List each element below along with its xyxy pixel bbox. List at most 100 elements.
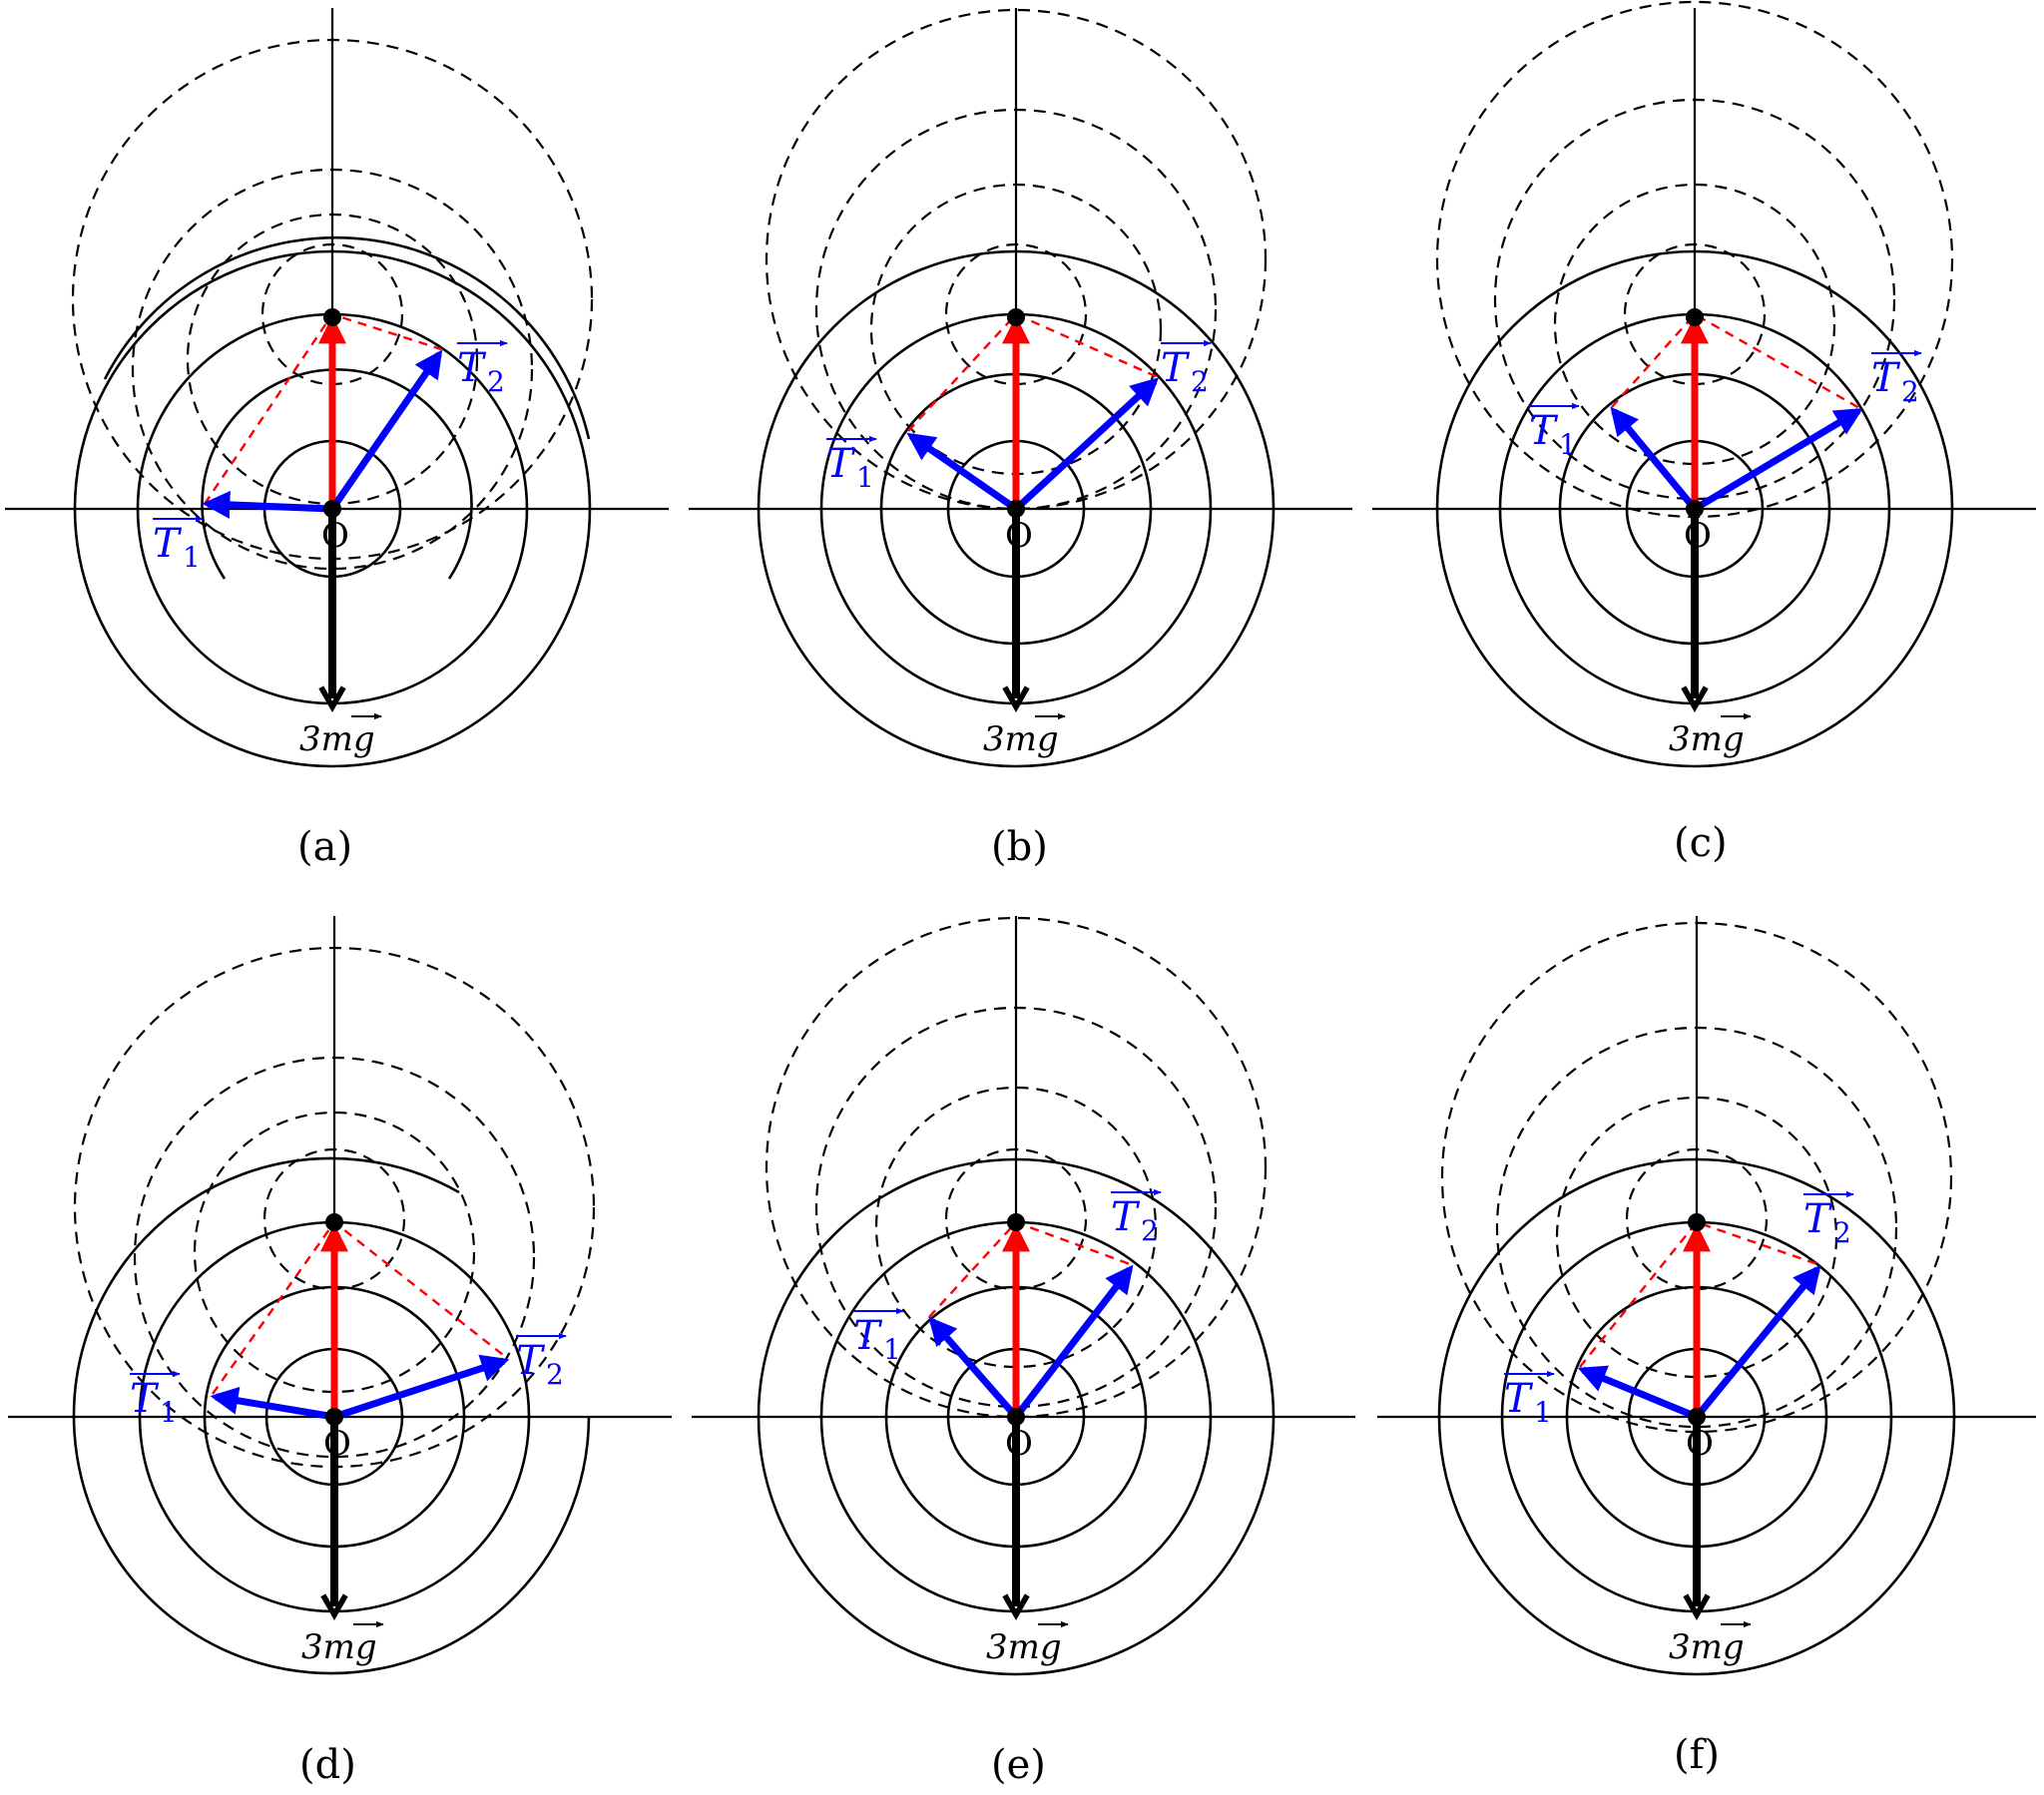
t1-label: T 1 [1504,1370,1555,1429]
t1-subscript: 1 [183,541,201,574]
tension-vector-t2 [1013,1264,1134,1420]
tension-vector-t1 [928,1316,1019,1420]
t2-subscript: 2 [1901,375,1919,408]
origin-label: O [321,516,349,556]
origin-point [325,1408,343,1426]
solid-circle [73,249,592,768]
origin-label: O [323,1424,351,1464]
mass-point [323,308,341,326]
weight-label: 3mg [983,719,1059,759]
panel-d-vectors [210,1213,510,1621]
panel-d: O 3mg T 1 T 2 (d) [8,916,672,1788]
tension-vector-t2 [1693,407,1863,513]
solid-circle [757,1157,1276,1676]
t1-symbol: T [130,1376,160,1422]
origin-point [1007,1408,1025,1426]
t1-symbol: T [1529,408,1559,454]
t2-label: T 2 [457,339,508,398]
solid-arc [72,1156,591,1675]
t2-symbol: T [1161,345,1191,391]
t1-symbol: T [853,1313,883,1359]
origin-label: O [1686,1424,1714,1464]
t2-subscript: 2 [1833,1216,1851,1249]
t2-subscript: 2 [487,365,505,398]
t2-subscript: 2 [546,1358,564,1391]
dashed-circle [133,1056,536,1459]
panel-a-geometry [5,8,669,768]
tension-vector-t2 [1013,377,1160,512]
panel-f: O 3mg T 1 T 2 (f) [1377,916,2036,1778]
t1-subscript: 1 [1559,428,1577,461]
t2-label: T 2 [516,1332,567,1391]
origin-point [1686,500,1704,518]
t2-symbol: T [1803,1196,1833,1242]
panel-a-vectors [202,308,443,713]
weight-label: 3mg [301,1627,377,1667]
panel-label: (d) [299,1742,356,1788]
tension-vector-t1 [1610,406,1698,512]
tension-vector-t1 [1577,1365,1699,1421]
t1-subscript: 1 [1534,1396,1552,1429]
panel-f-vectors [1577,1213,1821,1621]
tension-vector-t2 [329,349,443,511]
t1-subscript: 1 [856,461,874,494]
tension-vector-t2 [1694,1264,1821,1420]
panel-b-vectors [906,308,1160,713]
panel-label: (c) [1674,820,1728,866]
solid-circle [757,249,1276,768]
panel-label: (e) [991,1742,1046,1788]
solid-circle [1437,1157,1956,1676]
panel-c-geometry [1372,0,2036,768]
panel-label: (f) [1674,1732,1720,1778]
t1-subscript: 1 [160,1396,178,1429]
t2-symbol: T [457,345,487,391]
panel-label: (b) [991,824,1048,870]
t2-symbol: T [1871,355,1901,401]
solid-arc [103,235,591,440]
mass-point [1688,1213,1706,1231]
panel-c-vectors [1610,308,1863,713]
t2-label: T 2 [1871,349,1922,408]
t2-subscript: 2 [1191,365,1209,398]
origin-point [1007,500,1025,518]
dashed-circle [131,168,534,571]
dashed-circle [1553,183,1836,466]
weight-label: 3mg [1669,719,1745,759]
parallelogram-line [907,312,1159,432]
solid-circle [1435,249,1954,768]
panel-e-labels: O 3mg T 1 T 2 (e) [853,1188,1162,1788]
tension-vector-t1 [906,432,1018,512]
panel-f-geometry [1377,916,2036,1676]
panel-a-labels: O 3mg T 1 T 2 (a) [153,339,508,870]
panel-e-geometry [692,916,1355,1676]
dashed-circle [814,108,1218,511]
t1-label: T 1 [130,1370,181,1429]
dashed-circle [765,8,1268,511]
t1-label: T 1 [153,515,204,574]
t1-symbol: T [1504,1376,1534,1422]
parallelogram-line [1579,1220,1821,1368]
tension-vector-t1 [210,1386,335,1421]
origin-label: O [1005,516,1033,556]
mass-point [1686,308,1704,326]
t1-label: T 1 [826,435,877,494]
origin-point [1688,1408,1706,1426]
weight-label: 3mg [986,1627,1062,1667]
t2-label: T 2 [1111,1188,1162,1247]
panel-d-labels: O 3mg T 1 T 2 (d) [130,1332,567,1788]
origin-label: O [1005,1424,1033,1464]
t2-label: T 2 [1161,339,1212,398]
dashed-circle [1555,1096,1838,1379]
panel-e: O 3mg T 1 T 2 (e) [692,916,1355,1788]
dashed-circle [1495,1026,1898,1429]
t1-subscript: 1 [883,1333,901,1366]
t1-label: T 1 [1529,402,1580,461]
mass-point [325,1213,343,1231]
tension-vector-t1 [202,490,333,519]
panel-f-labels: O 3mg T 1 T 2 (f) [1504,1190,1854,1778]
t1-symbol: T [826,441,856,487]
dashed-circle [765,916,1268,1419]
tension-vector-t2 [332,1354,510,1421]
t2-symbol: T [1111,1194,1141,1240]
